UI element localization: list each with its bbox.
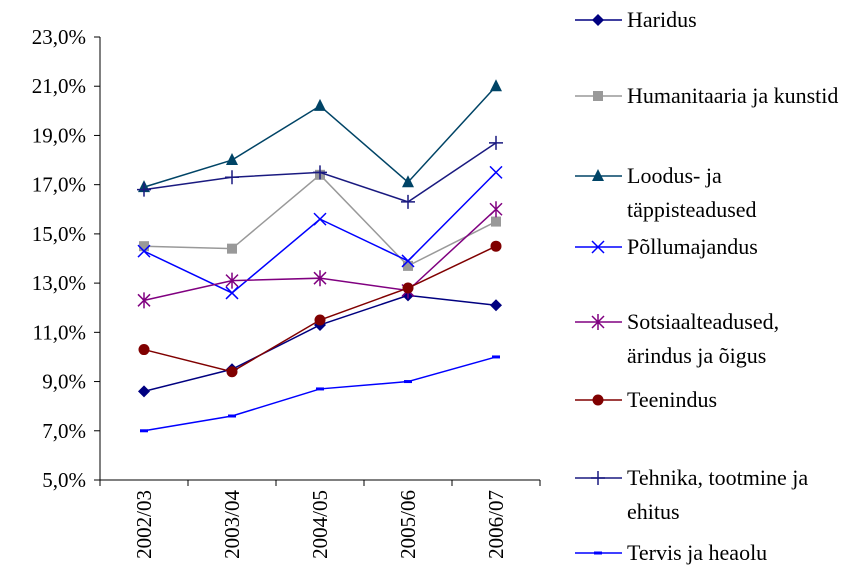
marker [591,240,605,254]
marker [225,286,239,300]
x-tick-label: 2004/05 [308,490,332,559]
marker [401,254,415,268]
marker [225,170,239,185]
y-tick-label: 21,0% [32,74,86,98]
marker [313,165,327,180]
y-tick-label: 17,0% [32,173,86,197]
marker [592,394,604,406]
marker [593,91,603,101]
marker [490,240,502,252]
y-tick-label: 9,0% [42,370,86,394]
x-tick-label: 2005/06 [396,490,420,559]
series-line [143,245,497,373]
marker [226,366,238,378]
marker [403,260,413,271]
marker [491,216,501,227]
marker [139,241,149,252]
x-tick-label: 2003/04 [220,490,244,559]
legend-label: Humanitaaria ja kunstid [627,83,839,108]
x-tick-label: 2002/03 [132,490,156,559]
marker [313,212,327,226]
marker [138,344,150,356]
marker [137,182,151,197]
marker [591,471,605,485]
marker [490,299,502,312]
marker [489,201,503,218]
marker [314,98,326,111]
marker [137,292,151,309]
y-tick-label: 7,0% [42,419,86,443]
legend-label: Tervis ja heaolu [627,540,768,565]
marker [592,14,604,26]
series-line [143,356,497,432]
y-tick-label: 15,0% [32,222,86,246]
marker [226,153,238,166]
y-tick-label: 11,0% [33,320,86,344]
legend-label: Põllumajandus [627,234,758,259]
marker [592,169,604,181]
legend-label: Loodus- ja täppisteadused [627,163,757,222]
marker [490,79,502,92]
y-tick-label: 5,0% [42,468,86,492]
marker [401,194,415,209]
legend-label: Teenindus [627,387,718,412]
marker [591,314,605,330]
marker [314,314,326,326]
marker [402,175,414,188]
series-line [143,294,497,393]
marker [227,243,237,254]
marker [489,135,503,150]
legend-label: Sotsiaalteadused, ärindus ja õigus [627,309,780,368]
legend-label: Tehnika, tootmine ja ehitus [627,465,809,524]
series-line [143,173,497,267]
series-line [143,208,497,302]
marker [489,165,503,179]
x-tick-label: 2006/07 [484,490,508,559]
y-tick-label: 23,0% [32,25,86,49]
marker [137,244,151,258]
marker [138,385,150,398]
marker [402,282,414,294]
marker [225,272,239,289]
y-tick-label: 13,0% [32,271,86,295]
marker [313,270,327,287]
legend-label: Haridus [627,7,697,32]
y-tick-label: 19,0% [32,123,86,147]
